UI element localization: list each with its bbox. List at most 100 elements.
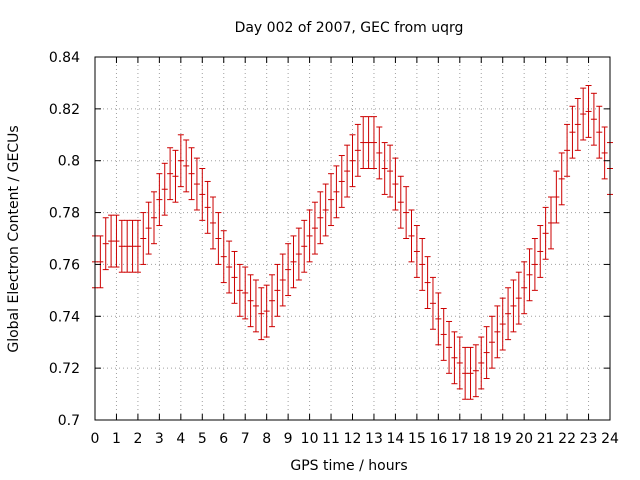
x-tick-label: 3 bbox=[155, 431, 164, 447]
data-point bbox=[547, 196, 554, 250]
data-point bbox=[204, 180, 211, 234]
data-point bbox=[446, 320, 453, 374]
data-point bbox=[167, 147, 174, 201]
data-point bbox=[134, 219, 141, 273]
data-point bbox=[231, 250, 238, 304]
data-point bbox=[574, 97, 581, 151]
data-point bbox=[328, 173, 335, 227]
x-tick-label: 5 bbox=[198, 431, 207, 447]
data-point bbox=[435, 292, 442, 346]
data-point bbox=[172, 149, 179, 203]
x-tick-label: 13 bbox=[365, 431, 383, 447]
data-point bbox=[531, 238, 538, 291]
data-point bbox=[429, 276, 436, 330]
data-point bbox=[97, 235, 104, 289]
data-point bbox=[601, 126, 608, 180]
x-tick-label: 9 bbox=[284, 431, 293, 447]
data-point bbox=[596, 105, 603, 159]
data-point bbox=[140, 212, 147, 265]
data-point bbox=[193, 157, 200, 211]
data-point bbox=[462, 346, 469, 400]
x-tick-label: 11 bbox=[322, 431, 340, 447]
data-point bbox=[269, 274, 276, 328]
data-point bbox=[472, 344, 479, 398]
data-point bbox=[290, 235, 297, 289]
data-point bbox=[349, 134, 356, 188]
data-point bbox=[285, 243, 292, 297]
x-tick-label: 16 bbox=[429, 431, 447, 447]
data-point bbox=[456, 336, 463, 390]
data-point bbox=[102, 217, 109, 271]
data-point bbox=[590, 92, 597, 146]
data-point bbox=[440, 308, 447, 361]
data-point bbox=[397, 175, 404, 229]
x-tick-label: 10 bbox=[301, 431, 319, 447]
y-tick-label: 0.74 bbox=[49, 309, 80, 325]
data-point bbox=[478, 336, 485, 390]
data-point bbox=[344, 144, 351, 198]
data-point bbox=[569, 105, 576, 159]
data-point bbox=[279, 253, 286, 307]
y-tick-labels: 0.7 0.72 0.74 0.76 0.78 0.8 0.82 0.84 bbox=[49, 50, 80, 429]
data-point bbox=[419, 238, 426, 291]
data-point bbox=[322, 183, 329, 237]
x-tick-label: 14 bbox=[387, 431, 405, 447]
data-point bbox=[365, 116, 372, 169]
x-tick-label: 22 bbox=[558, 431, 576, 447]
data-point bbox=[413, 225, 420, 278]
error-bars bbox=[92, 85, 613, 400]
data-point bbox=[408, 209, 415, 263]
data-point bbox=[188, 147, 195, 201]
x-tick-label: 12 bbox=[344, 431, 362, 447]
x-tick-label: 18 bbox=[472, 431, 490, 447]
y-tick-label: 0.8 bbox=[58, 154, 80, 170]
x-tick-label: 24 bbox=[601, 431, 619, 447]
data-point bbox=[177, 134, 184, 188]
x-tick-label: 8 bbox=[262, 431, 271, 447]
axis-ticks bbox=[94, 56, 611, 421]
data-point bbox=[403, 186, 410, 239]
data-point bbox=[210, 196, 217, 250]
x-tick-label: 23 bbox=[580, 431, 598, 447]
data-point bbox=[467, 346, 474, 400]
data-point bbox=[199, 167, 206, 221]
data-point bbox=[338, 155, 345, 208]
data-point bbox=[494, 305, 501, 359]
data-point bbox=[537, 225, 544, 278]
data-point bbox=[333, 165, 340, 219]
data-point bbox=[220, 230, 227, 284]
data-point bbox=[387, 144, 394, 198]
x-tick-label: 19 bbox=[494, 431, 512, 447]
data-point bbox=[156, 173, 163, 227]
y-tick-label: 0.7 bbox=[58, 413, 80, 429]
data-point bbox=[129, 219, 136, 273]
chart-title: Day 002 of 2007, GEC from uqrg bbox=[235, 20, 464, 36]
y-axis-label: Global Electron Content / GECUs bbox=[6, 125, 22, 352]
y-tick-label: 0.76 bbox=[49, 257, 80, 273]
data-point bbox=[505, 287, 512, 341]
data-point bbox=[108, 214, 115, 268]
data-point bbox=[295, 227, 302, 281]
data-point bbox=[376, 126, 383, 180]
x-tick-label: 6 bbox=[219, 431, 228, 447]
grid bbox=[95, 57, 610, 420]
x-tick-label: 7 bbox=[241, 431, 250, 447]
data-point bbox=[118, 219, 125, 273]
data-point bbox=[499, 297, 506, 351]
data-point bbox=[521, 261, 528, 315]
data-point bbox=[564, 123, 571, 177]
data-point bbox=[215, 212, 222, 265]
data-point bbox=[510, 279, 517, 333]
data-point bbox=[381, 142, 388, 195]
x-tick-label: 17 bbox=[451, 431, 469, 447]
x-tick-labels: 0 1 2 3 4 5 6 7 8 9 10 11 12 13 14 15 16 17 18 19 20 21 22 23 24 bbox=[91, 431, 619, 447]
data-point bbox=[585, 85, 592, 138]
y-tick-label: 0.84 bbox=[49, 50, 80, 66]
x-tick-label: 1 bbox=[112, 431, 121, 447]
data-point bbox=[311, 201, 318, 255]
x-tick-label: 15 bbox=[408, 431, 426, 447]
data-point bbox=[580, 87, 587, 141]
data-point bbox=[424, 256, 431, 310]
data-point bbox=[242, 266, 249, 320]
x-tick-label: 21 bbox=[537, 431, 555, 447]
